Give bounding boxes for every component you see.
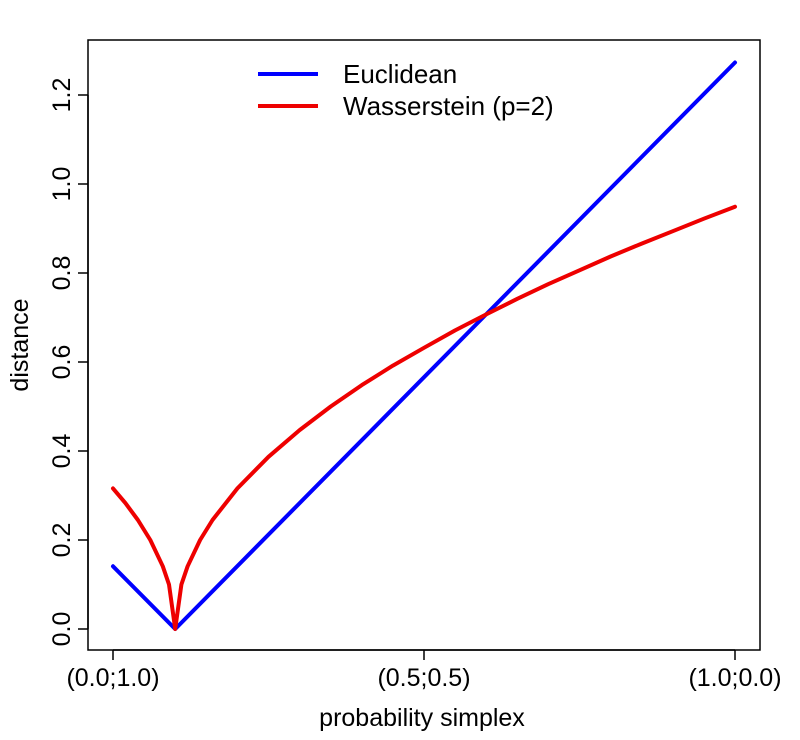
x-tick-label: (1.0;0.0) (688, 664, 781, 692)
series-layer (111, 60, 737, 631)
series-line-wasserstein (111, 204, 737, 631)
y-tick-label: 0.2 (48, 523, 76, 558)
x-tick-label: (0.0;1.0) (66, 664, 159, 692)
y-tick-label: 0.0 (48, 612, 76, 647)
y-tick-label: 0.4 (48, 434, 76, 469)
x-tick-label: (0.5;0.5) (377, 664, 470, 692)
legend-label-wasserstein: Wasserstein (p=2) (343, 91, 554, 121)
y-tick-label: 0.6 (48, 345, 76, 380)
legend-label-euclidean: Euclidean (343, 59, 457, 89)
y-tick-label: 1.2 (48, 78, 76, 113)
plot-frame (87, 39, 761, 651)
y-axis-title: distance (6, 298, 34, 391)
axes-layer: (0.0;1.0) (0.5;0.5) (1.0;0.0) 0.0 0.2 0.4 0.6 0… (48, 78, 782, 692)
x-axis-title: probability simplex (319, 704, 525, 732)
y-tick-label: 1.0 (48, 167, 76, 202)
y-tick-label: 0.8 (48, 256, 76, 291)
